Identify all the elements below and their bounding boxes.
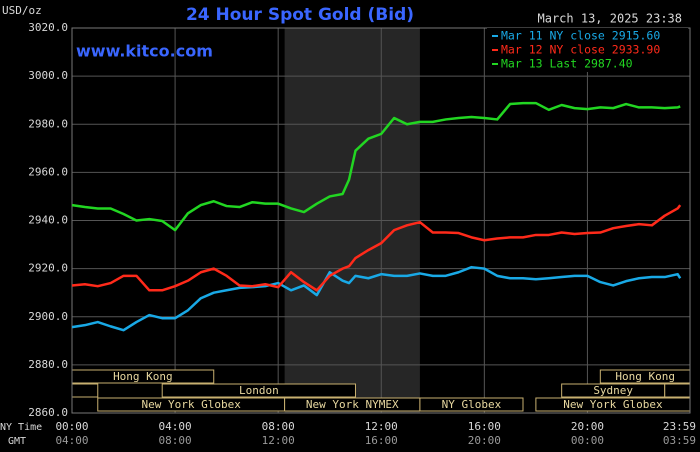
x2-tick-label: 03:59: [663, 434, 696, 447]
series-line: [71, 101, 681, 232]
x2-tick-label: 20:00: [468, 434, 501, 447]
session-label: New York NYMEX: [306, 398, 399, 411]
x2-tick-label: 04:00: [55, 434, 88, 447]
x-tick-label: 20:00: [571, 420, 604, 433]
session-bar: [71, 383, 99, 398]
session-bar: [664, 383, 691, 398]
series-line: [71, 204, 682, 292]
y-unit: USD/oz: [2, 4, 42, 17]
x-tick-label: 23:59: [663, 420, 696, 433]
x-tick-label: 08:00: [262, 420, 295, 433]
y-tick-label: 2980.0: [28, 117, 68, 130]
y-tick-label: 2880.0: [28, 358, 68, 371]
timestamp: March 13, 2025 23:38: [538, 12, 683, 26]
session-bar: [161, 383, 356, 398]
y-tick-label: 3020.0: [28, 21, 68, 34]
y-tick-label: 2940.0: [28, 214, 68, 227]
legend-box: [487, 28, 688, 72]
x2-tick-label: 12:00: [262, 434, 295, 447]
x-tick-label: 00:00: [55, 420, 88, 433]
x2-tick-label: 16:00: [365, 434, 398, 447]
legend-label: Mar 13 Last 2987.40: [501, 57, 633, 71]
session-label: New York Globex: [142, 398, 242, 411]
session-label: New York Globex: [563, 398, 663, 411]
y-tick-label: 2860.0: [28, 406, 68, 419]
y-tick-label: 2960.0: [28, 165, 68, 178]
legend-label: Mar 12 NY close 2933.90: [501, 43, 660, 57]
session-label: NY Globex: [442, 398, 502, 411]
y-tick-label: 2920.0: [28, 262, 68, 275]
session-label: Sydney: [593, 384, 633, 397]
y-tick-label: 2900.0: [28, 310, 68, 323]
x2-tick-label: 08:00: [159, 434, 192, 447]
session-label: Hong Kong: [113, 370, 173, 383]
source: www.kitco.com: [76, 42, 213, 61]
plot-border: [71, 27, 691, 414]
x-tick-label: 16:00: [468, 420, 501, 433]
session-bar: [419, 397, 524, 412]
series-line: [71, 265, 682, 332]
x2-tick-label: 00:00: [571, 434, 604, 447]
session-label: Hong Kong: [615, 370, 675, 383]
session-label: London: [239, 384, 279, 397]
y-tick-label: 3000.0: [28, 69, 68, 82]
chart-title: 24 Hour Spot Gold (Bid): [186, 5, 414, 25]
x-tick-label: 04:00: [159, 420, 192, 433]
x-row-label: NY Time: [0, 422, 42, 433]
x-row-label: GMT: [8, 436, 26, 447]
x-tick-label: 12:00: [365, 420, 398, 433]
legend-label: Mar 11 NY close 2915.60: [501, 29, 660, 43]
